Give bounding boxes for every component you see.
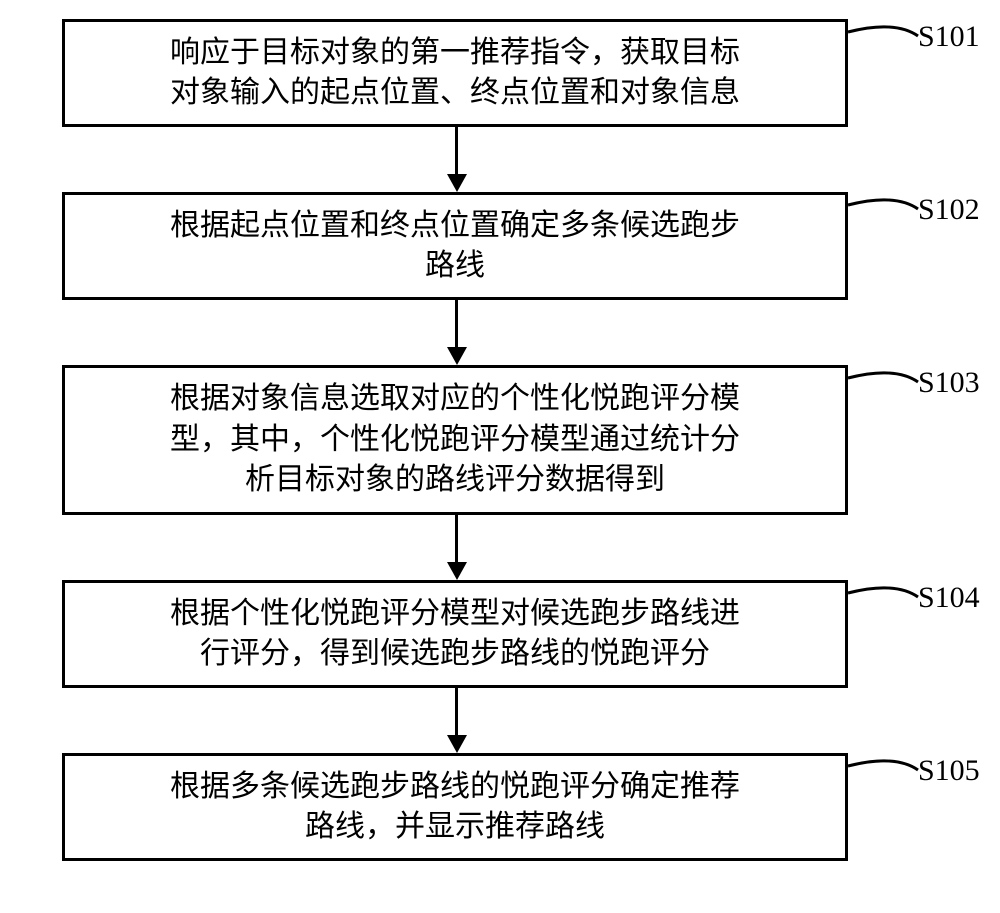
flow-step-text: 响应于目标对象的第一推荐指令，获取目标 对象输入的起点位置、终点位置和对象信息 [75,33,835,114]
arrow-head-icon [447,735,467,753]
arrow-head-icon [447,174,467,192]
arrow-line [455,127,458,176]
flow-step-s105: 根据多条候选跑步路线的悦跑评分确定推荐 路线，并显示推荐路线 [62,753,848,861]
leader-curve [842,575,924,603]
flow-step-s103: 根据对象信息选取对应的个性化悦跑评分模 型，其中，个性化悦跑评分模型通过统计分 … [62,365,848,515]
arrow-line [455,300,458,349]
flowchart-canvas: 响应于目标对象的第一推荐指令，获取目标 对象输入的起点位置、终点位置和对象信息 S… [0,0,1000,913]
leader-curve [842,748,924,776]
leader-curve [842,14,924,42]
step-label-s102: S102 [918,193,980,227]
step-label-s101: S101 [918,20,980,54]
flow-step-text: 根据对象信息选取对应的个性化悦跑评分模 型，其中，个性化悦跑评分模型通过统计分 … [75,379,835,501]
arrow-head-icon [447,562,467,580]
step-label-s103: S103 [918,366,980,400]
flow-step-s101: 响应于目标对象的第一推荐指令，获取目标 对象输入的起点位置、终点位置和对象信息 [62,19,848,127]
arrow-line [455,515,458,564]
leader-curve [842,187,924,215]
leader-curve [842,360,924,388]
flow-step-s102: 根据起点位置和终点位置确定多条候选跑步 路线 [62,192,848,300]
flow-step-s104: 根据个性化悦跑评分模型对候选跑步路线进 行评分，得到候选跑步路线的悦跑评分 [62,580,848,688]
step-label-s105: S105 [918,754,980,788]
flow-step-text: 根据起点位置和终点位置确定多条候选跑步 路线 [75,206,835,287]
arrow-head-icon [447,347,467,365]
arrow-line [455,688,458,737]
flow-step-text: 根据多条候选跑步路线的悦跑评分确定推荐 路线，并显示推荐路线 [75,767,835,848]
flow-step-text: 根据个性化悦跑评分模型对候选跑步路线进 行评分，得到候选跑步路线的悦跑评分 [75,594,835,675]
step-label-s104: S104 [918,581,980,615]
